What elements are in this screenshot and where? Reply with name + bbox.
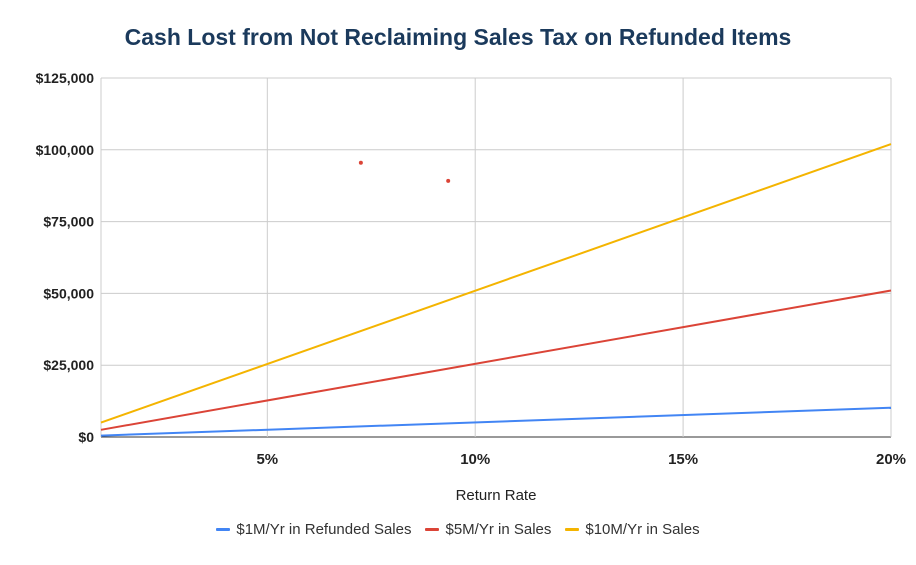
legend-swatch bbox=[216, 528, 231, 531]
stray-points bbox=[358, 160, 451, 183]
y-tick-label: $50,000 bbox=[43, 285, 94, 301]
y-tick-label: $125,000 bbox=[36, 70, 95, 86]
legend-swatch bbox=[425, 528, 440, 531]
legend-item: $5M/Yr in Sales bbox=[425, 521, 551, 538]
y-tick-label: $100,000 bbox=[36, 142, 95, 158]
legend-swatch bbox=[565, 528, 580, 531]
y-tick-label: $25,000 bbox=[43, 357, 94, 373]
legend-label: $10M/Yr in Sales bbox=[585, 521, 700, 538]
x-tick-label: 20% bbox=[876, 451, 906, 468]
series-line-1 bbox=[100, 406, 892, 437]
legend-item: $10M/Yr in Sales bbox=[565, 521, 700, 538]
chart-title: Cash Lost from Not Reclaiming Sales Tax … bbox=[124, 24, 792, 50]
x-axis-ticks: 5% 10% 15% 20% bbox=[256, 451, 906, 468]
legend: $1M/Yr in Refunded Sales $5M/Yr in Sales $… bbox=[0, 521, 916, 538]
series-line-3 bbox=[100, 143, 892, 424]
x-tick-label: 5% bbox=[256, 451, 278, 468]
x-tick-label: 15% bbox=[668, 451, 698, 468]
y-tick-label: $0 bbox=[78, 429, 94, 445]
y-axis-ticks: $0 $25,000 $50,000 $75,000 $100,000 $125,000 bbox=[36, 70, 95, 445]
series-line-2 bbox=[100, 289, 892, 431]
grid-lines bbox=[100, 77, 892, 438]
legend-item: $1M/Yr in Refunded Sales bbox=[216, 521, 411, 538]
legend-label: $1M/Yr in Refunded Sales bbox=[236, 521, 412, 538]
series-lines bbox=[100, 143, 892, 437]
legend-label: $5M/Yr in Sales bbox=[445, 521, 552, 538]
x-axis-label: Return Rate bbox=[455, 487, 537, 504]
data-point bbox=[358, 160, 363, 165]
x-tick-label: 10% bbox=[460, 451, 490, 468]
y-tick-label: $75,000 bbox=[43, 214, 94, 230]
data-point bbox=[446, 178, 451, 183]
